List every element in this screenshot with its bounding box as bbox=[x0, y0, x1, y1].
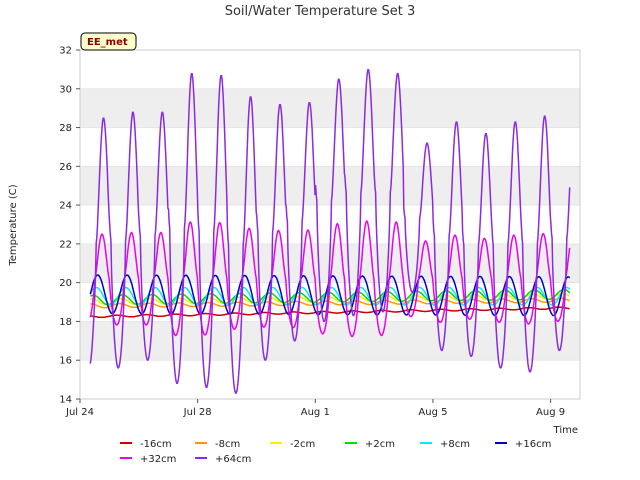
x-tick-label: Jul 28 bbox=[183, 407, 212, 418]
y-tick-label: 32 bbox=[59, 46, 72, 57]
y-tick-label: 14 bbox=[59, 395, 72, 406]
series-layer bbox=[89, 69, 571, 394]
y-tick-label: 20 bbox=[59, 278, 72, 289]
y-tick-label: 28 bbox=[59, 123, 72, 134]
legend-label-+2cm: +2cm bbox=[365, 439, 395, 450]
legend: -16cm -8cm -2cm +2cm +8cm +16cm +32cm +64cm bbox=[120, 439, 551, 465]
chart-title: Soil/Water Temperature Set 3 bbox=[225, 4, 416, 19]
x-axis-title: Time bbox=[553, 425, 578, 436]
axes-layer: 14 16 18 20 22 24 26 28 30 32 Jul 24 Jul 28 Aug 1 Aug… bbox=[59, 46, 581, 418]
grid-band bbox=[80, 166, 580, 206]
site-label-box: EE_met bbox=[80, 32, 137, 51]
legend-label-+8cm: +8cm bbox=[440, 439, 470, 450]
legend-label-+16cm: +16cm bbox=[515, 439, 551, 450]
legend-label--16cm: -16cm bbox=[140, 439, 172, 450]
legend-label-+64cm: +64cm bbox=[215, 454, 251, 465]
plot-background bbox=[80, 49, 580, 400]
y-tick-label: 22 bbox=[59, 239, 72, 250]
x-tick-label: Jul 24 bbox=[65, 407, 94, 418]
site-label: EE_met bbox=[87, 37, 128, 48]
y-tick-label: 18 bbox=[59, 317, 72, 328]
legend-label--2cm: -2cm bbox=[290, 439, 315, 450]
x-tick-label: Aug 1 bbox=[301, 407, 330, 418]
grid-band bbox=[80, 88, 580, 128]
y-tick-label: 30 bbox=[59, 84, 72, 95]
plot-frame bbox=[79, 49, 581, 400]
x-tick-label: Aug 5 bbox=[418, 407, 447, 418]
series-line-+32cm bbox=[89, 219, 571, 338]
y-tick-label: 16 bbox=[59, 356, 72, 367]
series-line-+64cm bbox=[89, 69, 571, 394]
y-tick-label: 26 bbox=[59, 162, 72, 173]
x-tick-label: Aug 9 bbox=[536, 407, 565, 418]
y-axis-title: Temperature (C) bbox=[8, 184, 19, 266]
legend-label--8cm: -8cm bbox=[215, 439, 240, 450]
y-tick-label: 24 bbox=[59, 201, 72, 212]
legend-label-+32cm: +32cm bbox=[140, 454, 176, 465]
